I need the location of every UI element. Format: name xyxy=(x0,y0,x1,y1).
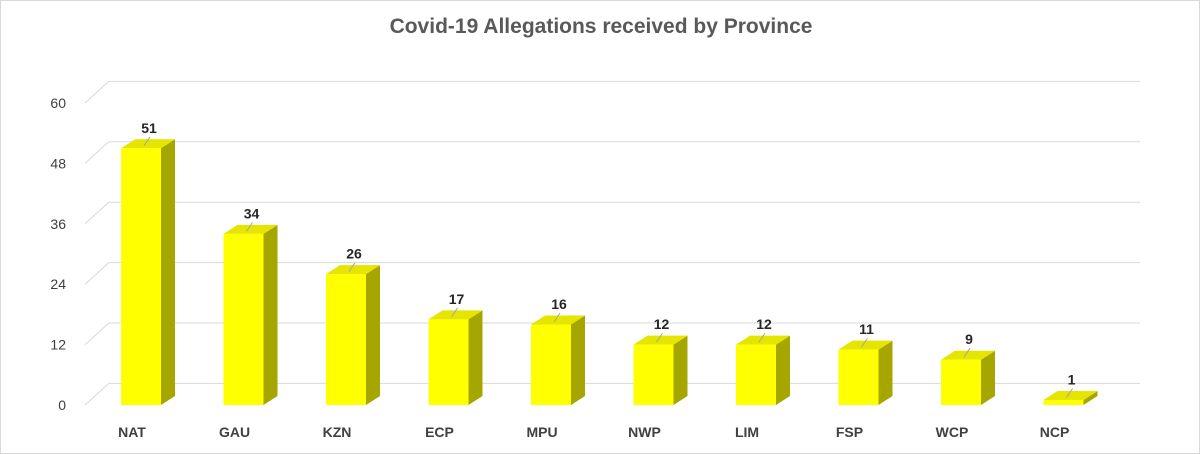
label-leader xyxy=(553,312,561,323)
bar-top xyxy=(223,224,278,234)
gridline-diagonal xyxy=(84,201,110,225)
bar-top xyxy=(121,139,175,149)
gridline-diagonal xyxy=(84,322,110,345)
y-axis-ticks: 0 12 24 36 48 60 xyxy=(50,95,66,413)
data-label: 12 xyxy=(756,316,772,332)
bar-side xyxy=(571,315,585,405)
bar-side xyxy=(981,350,995,405)
bar xyxy=(1043,399,1084,405)
y-tick-label: 48 xyxy=(50,155,66,171)
data-label: 51 xyxy=(141,120,157,136)
x-axis-ticks: NAT GAU KZN ECP MPU NWP LIM FSP WCP NCP xyxy=(118,424,1069,440)
x-tick-label: FSP xyxy=(836,424,863,440)
data-label: 34 xyxy=(244,205,260,221)
y-tick-label: 0 xyxy=(58,397,66,413)
label-leader xyxy=(451,307,458,318)
data-label: 17 xyxy=(449,291,465,307)
bar xyxy=(428,319,469,405)
bar-side xyxy=(366,265,380,405)
data-label: 11 xyxy=(859,321,874,337)
bar-side xyxy=(468,310,483,405)
gridline-diagonal xyxy=(84,383,110,406)
y-tick-label: 24 xyxy=(50,276,66,292)
bar-side xyxy=(263,224,278,405)
bar-top xyxy=(941,350,995,360)
bar-top xyxy=(531,315,585,325)
gridlines xyxy=(84,80,1140,406)
gridline-diagonal xyxy=(84,262,110,285)
data-label: 9 xyxy=(965,331,973,347)
bar-side xyxy=(776,335,790,405)
bar-top xyxy=(633,335,688,345)
bar-side xyxy=(878,340,893,405)
x-tick-label: NAT xyxy=(118,424,146,440)
label-leader xyxy=(1066,388,1073,398)
chart-title: Covid-19 Allegations received by Provinc… xyxy=(389,15,813,38)
bar-top xyxy=(1043,390,1098,400)
bar-side xyxy=(673,335,688,405)
label-leader xyxy=(656,332,663,343)
data-label: 26 xyxy=(346,246,362,262)
bar-side xyxy=(161,139,175,406)
x-tick-label: NCP xyxy=(1040,424,1070,440)
bar-side xyxy=(1083,390,1098,405)
bar xyxy=(838,349,879,405)
bar xyxy=(633,344,674,405)
label-leader xyxy=(348,262,356,272)
label-leader xyxy=(861,337,868,348)
bar-top xyxy=(326,265,380,275)
bar xyxy=(326,274,366,405)
label-leader xyxy=(143,136,151,147)
label-leaders xyxy=(143,136,1073,398)
bar-top xyxy=(838,340,893,350)
bar-top xyxy=(736,335,790,345)
gridline-diagonal xyxy=(84,141,110,164)
x-tick-label: GAU xyxy=(219,424,250,440)
bar-top xyxy=(428,310,483,320)
x-tick-label: WCP xyxy=(936,424,969,440)
gridline-diagonal xyxy=(84,81,110,104)
label-leader xyxy=(246,222,253,232)
bar xyxy=(531,324,571,405)
bar xyxy=(736,344,776,405)
x-tick-label: LIM xyxy=(735,424,759,440)
data-label: 12 xyxy=(654,316,670,332)
x-tick-label: KZN xyxy=(323,424,352,440)
x-tick-label: MPU xyxy=(526,424,557,440)
label-leader xyxy=(963,347,971,358)
data-label: 16 xyxy=(551,296,567,312)
data-labels: 51 34 26 17 16 12 12 11 9 1 xyxy=(141,120,1075,388)
label-leader xyxy=(758,332,766,343)
bars xyxy=(121,139,1098,406)
data-label: 1 xyxy=(1068,371,1076,387)
bar xyxy=(941,359,981,405)
y-tick-label: 36 xyxy=(50,216,66,232)
x-tick-label: ECP xyxy=(425,424,454,440)
bar xyxy=(223,233,264,405)
y-tick-label: 12 xyxy=(50,337,66,353)
bar xyxy=(121,148,161,406)
y-tick-label: 60 xyxy=(50,95,66,111)
x-tick-label: NWP xyxy=(628,424,661,440)
